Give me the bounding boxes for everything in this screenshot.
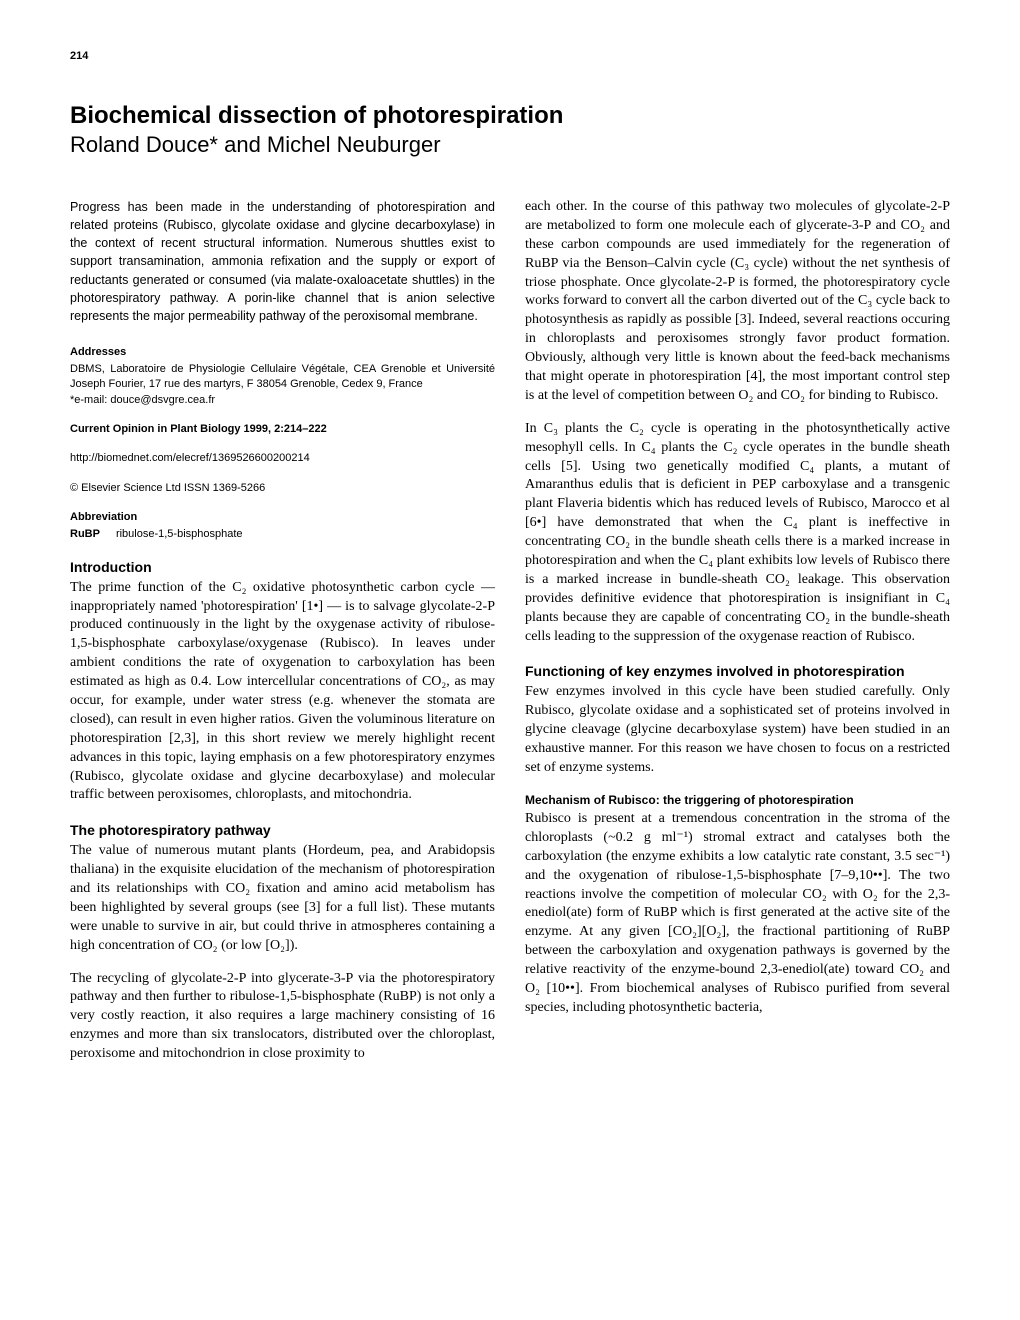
two-column-layout: Progress has been made in the understand… bbox=[70, 198, 950, 1078]
functioning-heading: Functioning of key enzymes involved in p… bbox=[525, 662, 950, 681]
functioning-p1: Few enzymes involved in this cycle have … bbox=[525, 683, 950, 777]
journal-citation: Current Opinion in Plant Biology 1999, 2… bbox=[70, 422, 495, 437]
copyright-text: © Elsevier Science Ltd ISSN 1369-5266 bbox=[70, 481, 495, 496]
pathway-p1: The value of numerous mutant plants (Hor… bbox=[70, 842, 495, 955]
col2-p1: each other. In the course of this pathwa… bbox=[525, 198, 950, 406]
page-number: 214 bbox=[70, 50, 950, 62]
intro-paragraph: The prime function of the C₂ oxidative p… bbox=[70, 579, 495, 806]
addresses-text: DBMS, Laboratoire de Physiologie Cellula… bbox=[70, 362, 495, 393]
article-title: Biochemical dissection of photorespirati… bbox=[70, 102, 950, 130]
mechanism-p1: Rubisco is present at a tremendous conce… bbox=[525, 810, 950, 1018]
intro-heading: Introduction bbox=[70, 558, 495, 577]
mechanism-heading: Mechanism of Rubisco: the triggering of … bbox=[525, 792, 950, 808]
article-authors: Roland Douce* and Michel Neuburger bbox=[70, 132, 950, 158]
abbreviation-key: RuBP bbox=[70, 527, 100, 542]
left-column: Progress has been made in the understand… bbox=[70, 198, 495, 1078]
addresses-email: *e-mail: douce@dsvgre.cea.fr bbox=[70, 393, 495, 408]
abbreviation-heading: Abbreviation bbox=[70, 510, 495, 525]
article-url: http://biomednet.com/elecref/13695266002… bbox=[70, 451, 495, 466]
right-column: each other. In the course of this pathwa… bbox=[525, 198, 950, 1078]
abbreviation-row: RuBP ribulose-1,5-bisphosphate bbox=[70, 527, 495, 542]
addresses-heading: Addresses bbox=[70, 345, 495, 360]
col2-p2: In C₃ plants the C₂ cycle is operating i… bbox=[525, 420, 950, 647]
pathway-heading: The photorespiratory pathway bbox=[70, 821, 495, 840]
pathway-p2: The recycling of glycolate-2-P into glyc… bbox=[70, 970, 495, 1064]
abbreviation-value: ribulose-1,5-bisphosphate bbox=[116, 527, 243, 542]
abstract-text: Progress has been made in the understand… bbox=[70, 198, 495, 325]
